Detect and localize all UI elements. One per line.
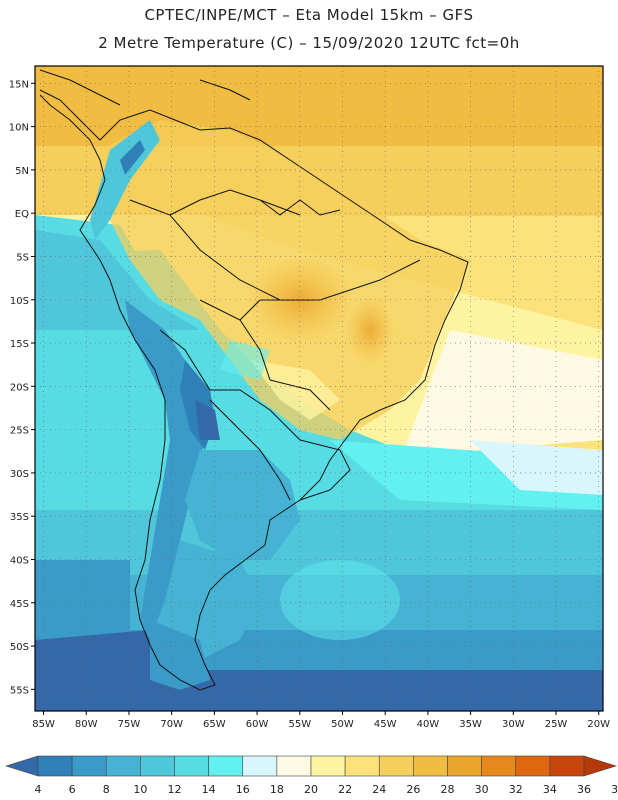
- colorbar-label: 18: [270, 783, 284, 796]
- latitude-label: 5S: [16, 252, 29, 263]
- latitude-label: 15S: [10, 339, 29, 350]
- colorbar-swatch: [447, 755, 482, 777]
- colorbar-swatch: [481, 755, 517, 777]
- colorbar-swatch: [242, 755, 278, 777]
- colorbar-low-arrow: [4, 755, 39, 777]
- colorbar-swatch: [105, 755, 141, 777]
- colorbar-swatch: [344, 755, 380, 777]
- map-frame: [34, 65, 604, 712]
- colorbar-label: 10: [133, 783, 147, 796]
- colorbar-swatch: [276, 755, 312, 777]
- map-title-line-1: CPTEC/INPE/MCT – Eta Model 15km – GFS: [144, 6, 474, 24]
- colorbar-high-arrow: [583, 755, 618, 777]
- colorbar-label: 4: [35, 783, 42, 796]
- colorbar-swatch: [413, 755, 448, 777]
- colorbar-label: 8: [103, 783, 110, 796]
- longitude-label: 50W: [331, 719, 354, 730]
- longitude-labels: 85W 80W 75W 70W 65W 60W 55W 50W 45W 40W 35W 30W 25W 2…: [32, 711, 610, 730]
- map-title-line-2: 2 Metre Temperature (C) – 15/09/2020 12U…: [98, 34, 520, 52]
- colorbar-label: 32: [509, 783, 523, 796]
- colorbar-label: 26: [406, 783, 420, 796]
- colorbar-label: 14: [202, 783, 216, 796]
- longitude-label: 35W: [459, 719, 482, 730]
- colorbar-label: 16: [236, 783, 250, 796]
- longitude-label: 25W: [545, 719, 568, 730]
- longitude-label: 80W: [75, 719, 98, 730]
- temperature-field: [35, 66, 603, 711]
- longitude-label: 20W: [587, 719, 610, 730]
- colorbar-swatch: [140, 755, 175, 777]
- latitude-label: 30S: [10, 469, 29, 480]
- longitude-label: 40W: [417, 719, 440, 730]
- colorbar-label: 30: [475, 783, 489, 796]
- latitude-label: 55S: [10, 685, 29, 696]
- colorbar-label: 6: [69, 783, 76, 796]
- colorbar-label: 22: [338, 783, 352, 796]
- longitude-label: 30W: [502, 719, 525, 730]
- longitude-label: 55W: [288, 719, 311, 730]
- latitude-label: 40S: [10, 555, 29, 566]
- colorbar-swatch: [71, 755, 107, 777]
- latitude-label: 50S: [10, 642, 29, 653]
- latitude-label: 10N: [9, 123, 29, 134]
- longitude-label: 85W: [32, 719, 55, 730]
- latitude-label: 15N: [9, 79, 29, 90]
- latitude-label: EQ: [15, 209, 29, 220]
- colorbar-label: 38: [611, 783, 618, 796]
- colorbar-label: 24: [372, 783, 386, 796]
- latitude-label: 5N: [15, 166, 29, 177]
- colorbar-swatch: [549, 755, 585, 777]
- latitude-label: 20S: [10, 382, 29, 393]
- latitude-label: 45S: [10, 599, 29, 610]
- colorbar-swatch: [378, 755, 414, 777]
- longitude-label: 45W: [374, 719, 397, 730]
- latitude-label: 10S: [10, 296, 29, 307]
- longitude-label: 60W: [246, 719, 269, 730]
- colorbar-swatch: [515, 755, 551, 777]
- colorbar-swatch: [174, 755, 209, 777]
- colorbar-swatch: [208, 755, 244, 777]
- longitude-label: 65W: [203, 719, 226, 730]
- colorbar-label: 28: [441, 783, 455, 796]
- latitude-labels: 15N 10N 5N EQ 5S 10S 15S 20S 25S 30S 35S 40S 45S 50S 5…: [9, 79, 35, 696]
- temperature-colorbar: 4 6 8 10 12 14 16 18 20 22 24 26 28 30 32 34 36 38: [4, 755, 618, 796]
- colorbar-label: 34: [543, 783, 557, 796]
- colorbar-swatch: [37, 755, 73, 777]
- latitude-label: 35S: [10, 512, 29, 523]
- latitude-label: 25S: [10, 426, 29, 437]
- longitude-label: 75W: [118, 719, 141, 730]
- colorbar-label: 20: [304, 783, 318, 796]
- colorbar-label: 12: [168, 783, 182, 796]
- longitude-label: 70W: [160, 719, 183, 730]
- colorbar-swatch: [310, 755, 346, 777]
- colorbar-label: 36: [577, 783, 591, 796]
